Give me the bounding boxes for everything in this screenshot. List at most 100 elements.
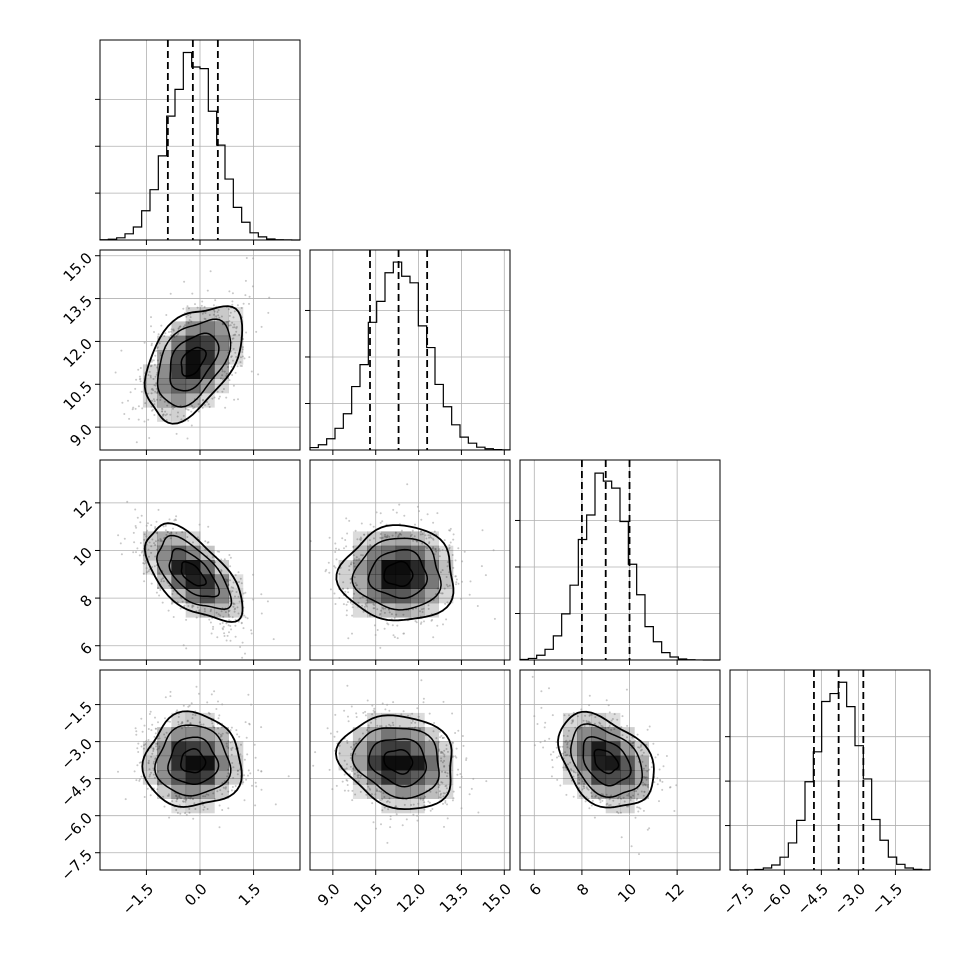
point bbox=[146, 522, 149, 525]
contour-1-0-2 bbox=[156, 318, 232, 408]
point bbox=[422, 607, 425, 610]
point bbox=[374, 718, 377, 721]
point bbox=[173, 406, 176, 409]
point bbox=[572, 711, 575, 714]
point bbox=[247, 769, 250, 772]
point bbox=[416, 505, 419, 508]
point bbox=[182, 800, 184, 803]
y-tick-label-1-1: 10.5 bbox=[60, 378, 96, 414]
point bbox=[180, 418, 183, 421]
point bbox=[234, 371, 237, 374]
point bbox=[446, 561, 449, 564]
density-cell bbox=[395, 784, 411, 799]
point bbox=[349, 757, 352, 759]
point bbox=[160, 324, 163, 327]
point bbox=[371, 704, 374, 707]
point bbox=[350, 746, 353, 749]
point bbox=[217, 717, 220, 720]
point bbox=[221, 732, 224, 735]
point bbox=[443, 755, 446, 758]
point bbox=[151, 538, 154, 541]
point bbox=[135, 551, 137, 554]
point bbox=[230, 628, 233, 631]
x-tick-label-3-4: −1.5 bbox=[868, 880, 906, 918]
point bbox=[347, 637, 350, 640]
point bbox=[440, 792, 442, 795]
point bbox=[432, 537, 434, 540]
point bbox=[432, 546, 435, 549]
point bbox=[172, 589, 175, 592]
point bbox=[153, 331, 155, 333]
point bbox=[365, 605, 368, 608]
point bbox=[214, 798, 216, 801]
point bbox=[208, 406, 211, 408]
point bbox=[564, 751, 566, 754]
point bbox=[452, 538, 455, 541]
point bbox=[360, 554, 363, 557]
point bbox=[452, 755, 455, 758]
point bbox=[216, 636, 219, 639]
density-cell bbox=[352, 574, 368, 589]
point bbox=[346, 763, 348, 766]
point bbox=[165, 314, 168, 316]
point bbox=[201, 300, 204, 303]
point bbox=[240, 743, 242, 746]
density-cell bbox=[200, 335, 215, 351]
point bbox=[257, 373, 260, 376]
point bbox=[608, 798, 611, 801]
point bbox=[552, 751, 555, 753]
contour-2-1-3 bbox=[335, 524, 455, 622]
point bbox=[435, 791, 438, 794]
point bbox=[230, 726, 233, 729]
point bbox=[421, 533, 424, 536]
point bbox=[183, 280, 186, 283]
point bbox=[446, 772, 449, 775]
point bbox=[252, 598, 255, 601]
contour-1-0-1 bbox=[169, 332, 220, 392]
point bbox=[662, 765, 665, 768]
point bbox=[153, 403, 156, 406]
point bbox=[578, 778, 581, 781]
density-cell bbox=[228, 321, 244, 337]
point bbox=[232, 605, 235, 608]
point bbox=[349, 582, 352, 584]
point bbox=[439, 736, 442, 739]
point bbox=[379, 536, 382, 539]
density-cell bbox=[395, 588, 411, 604]
point bbox=[233, 323, 236, 326]
point bbox=[187, 605, 190, 607]
point bbox=[227, 790, 230, 793]
point bbox=[533, 715, 536, 718]
point bbox=[419, 622, 422, 625]
point bbox=[163, 805, 166, 808]
point bbox=[347, 715, 349, 718]
point bbox=[675, 784, 678, 787]
point bbox=[429, 534, 432, 537]
point bbox=[613, 728, 616, 731]
point bbox=[379, 521, 382, 524]
point bbox=[169, 413, 172, 416]
point bbox=[156, 788, 159, 791]
panel-1-0 bbox=[99, 249, 301, 451]
point bbox=[460, 775, 463, 778]
point bbox=[644, 764, 647, 767]
point bbox=[156, 366, 158, 369]
point bbox=[209, 270, 212, 273]
point bbox=[184, 796, 187, 799]
point bbox=[232, 766, 235, 769]
point bbox=[427, 604, 430, 607]
point bbox=[188, 811, 191, 814]
point bbox=[154, 757, 157, 760]
point bbox=[151, 566, 154, 568]
point bbox=[628, 794, 631, 797]
point bbox=[176, 812, 179, 814]
point bbox=[198, 609, 201, 612]
point bbox=[384, 533, 386, 536]
point bbox=[455, 581, 458, 584]
panel-content-3-2 bbox=[520, 670, 720, 870]
point bbox=[581, 788, 584, 791]
point bbox=[379, 790, 382, 793]
point bbox=[221, 793, 224, 796]
point bbox=[155, 548, 158, 551]
point bbox=[386, 536, 389, 538]
